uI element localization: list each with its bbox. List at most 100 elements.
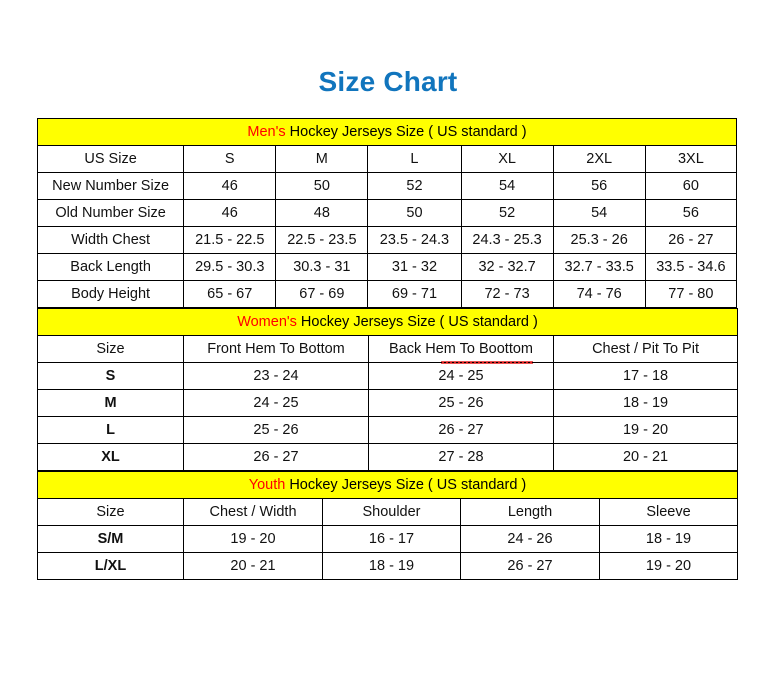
mens-row-4-val-3: 72 - 73 — [460, 280, 554, 308]
womens-row-1-val-2: 18 - 19 — [552, 389, 739, 417]
mens-size-table: Men's Hockey Jerseys Size ( US standard … — [36, 118, 738, 308]
mens-section-header: Men's Hockey Jerseys Size ( US standard … — [37, 118, 737, 146]
mens-band-row: Men's Hockey Jerseys Size ( US standard … — [37, 118, 737, 146]
youth-col-3: Length — [460, 498, 600, 526]
youth-section-header-rest: Hockey Jerseys Size ( US standard ) — [285, 477, 527, 493]
mens-row-1-label: Old Number Size — [36, 199, 185, 227]
misspelled-header-text: Back Hem To Boottom — [389, 336, 533, 364]
table-row: Body Height 65 - 67 67 - 69 69 - 71 72 -… — [36, 280, 738, 308]
mens-row-0-val-1: 50 — [275, 172, 369, 200]
womens-col-0: Size — [37, 335, 184, 363]
womens-row-3-label: XL — [37, 443, 184, 471]
womens-section-header-key: Women's — [237, 314, 297, 330]
mens-row-0-val-5: 60 — [644, 172, 738, 200]
mens-row-2-label: Width Chest — [36, 226, 185, 254]
womens-band-row: Women's Hockey Jerseys Size ( US standar… — [36, 308, 739, 336]
mens-row-1-val-0: 46 — [183, 199, 277, 227]
youth-row-0-val-0: 19 - 20 — [183, 525, 323, 553]
youth-col-2: Shoulder — [322, 498, 461, 526]
table-row: S/M 19 - 20 16 - 17 24 - 26 18 - 19 — [37, 525, 738, 553]
mens-row-0-val-0: 46 — [183, 172, 277, 200]
youth-col-0: Size — [37, 498, 184, 526]
page-title: Size Chart — [318, 66, 458, 97]
mens-row-0-val-3: 54 — [460, 172, 554, 200]
mens-row-1-val-5: 56 — [644, 199, 738, 227]
mens-column-header-row: US Size S M L XL 2XL 3XL — [36, 145, 738, 173]
mens-row-1-val-3: 52 — [460, 199, 554, 227]
table-row: L/XL 20 - 21 18 - 19 26 - 27 19 - 20 — [37, 552, 738, 580]
table-row: M 24 - 25 25 - 26 18 - 19 — [37, 389, 739, 417]
mens-row-3-val-0: 29.5 - 30.3 — [183, 253, 277, 281]
womens-col-2: Back Hem To Boottom — [368, 335, 554, 364]
womens-row-0-val-0: 23 - 24 — [183, 362, 369, 390]
mens-row-2-val-0: 21.5 - 22.5 — [183, 226, 277, 254]
youth-band-row: Youth Hockey Jerseys Size ( US standard … — [37, 471, 738, 499]
size-chart-tables: Men's Hockey Jerseys Size ( US standard … — [36, 118, 739, 580]
mens-col-2: M — [275, 145, 369, 173]
youth-column-header-row: Size Chest / Width Shoulder Length Sleev… — [37, 498, 738, 526]
womens-section-header-rest: Hockey Jerseys Size ( US standard ) — [296, 314, 538, 330]
womens-row-3-val-0: 26 - 27 — [183, 443, 369, 471]
mens-row-3-val-1: 30.3 - 31 — [275, 253, 369, 281]
mens-row-4-val-1: 67 - 69 — [275, 280, 369, 308]
womens-col-3: Chest / Pit To Pit — [552, 335, 739, 363]
mens-section-header-key: Men's — [247, 124, 286, 140]
womens-section-header: Women's Hockey Jerseys Size ( US standar… — [36, 308, 739, 336]
womens-col-1: Front Hem To Bottom — [183, 335, 369, 363]
youth-row-1-val-3: 19 - 20 — [599, 552, 738, 580]
mens-section-header-rest: Hockey Jerseys Size ( US standard ) — [285, 124, 527, 140]
table-row: New Number Size 46 50 52 54 56 60 — [36, 172, 738, 200]
mens-row-3-label: Back Length — [36, 253, 185, 281]
table-row: Old Number Size 46 48 50 52 54 56 — [36, 199, 738, 227]
mens-row-4-label: Body Height — [36, 280, 185, 308]
mens-row-2-val-1: 22.5 - 23.5 — [275, 226, 369, 254]
womens-row-3-val-1: 27 - 28 — [368, 443, 554, 471]
table-row: Width Chest 21.5 - 22.5 22.5 - 23.5 23.5… — [36, 226, 738, 254]
mens-row-0-val-4: 56 — [552, 172, 646, 200]
mens-row-4-val-2: 69 - 71 — [367, 280, 462, 308]
mens-row-1-val-4: 54 — [552, 199, 646, 227]
womens-row-2-val-2: 19 - 20 — [552, 416, 739, 444]
mens-col-4: XL — [460, 145, 554, 173]
youth-row-1-val-2: 26 - 27 — [460, 552, 600, 580]
youth-col-1: Chest / Width — [183, 498, 323, 526]
mens-row-3-val-2: 31 - 32 — [367, 253, 462, 281]
mens-row-3-val-4: 32.7 - 33.5 — [552, 253, 646, 281]
mens-row-1-val-1: 48 — [275, 199, 369, 227]
youth-row-1-label: L/XL — [37, 552, 184, 580]
mens-row-0-val-2: 52 — [367, 172, 462, 200]
youth-row-0-val-2: 24 - 26 — [460, 525, 600, 553]
womens-row-2-val-0: 25 - 26 — [183, 416, 369, 444]
mens-row-2-val-2: 23.5 - 24.3 — [367, 226, 462, 254]
womens-size-table: Women's Hockey Jerseys Size ( US standar… — [36, 308, 739, 471]
youth-section-header-key: Youth — [248, 477, 286, 493]
mens-row-1-val-2: 50 — [367, 199, 462, 227]
mens-row-2-val-3: 24.3 - 25.3 — [460, 226, 554, 254]
womens-row-2-label: L — [37, 416, 184, 444]
womens-row-2-val-1: 26 - 27 — [368, 416, 554, 444]
youth-row-0-val-3: 18 - 19 — [599, 525, 738, 553]
mens-row-2-val-5: 26 - 27 — [644, 226, 738, 254]
table-row: S 23 - 24 24 - 25 17 - 18 — [37, 362, 739, 390]
mens-col-6: 3XL — [644, 145, 738, 173]
youth-section-header: Youth Hockey Jerseys Size ( US standard … — [37, 471, 738, 499]
womens-row-0-val-1: 24 - 25 — [368, 362, 554, 390]
youth-col-4: Sleeve — [599, 498, 738, 526]
mens-row-4-val-0: 65 - 67 — [183, 280, 277, 308]
table-row: XL 26 - 27 27 - 28 20 - 21 — [37, 443, 739, 471]
mens-row-3-val-5: 33.5 - 34.6 — [644, 253, 738, 281]
mens-row-3-val-3: 32 - 32.7 — [460, 253, 554, 281]
womens-row-1-val-0: 24 - 25 — [183, 389, 369, 417]
womens-row-0-val-2: 17 - 18 — [552, 362, 739, 390]
womens-column-header-row: Size Front Hem To Bottom Back Hem To Boo… — [37, 335, 739, 364]
youth-size-table: Youth Hockey Jerseys Size ( US standard … — [37, 471, 738, 580]
table-row: Back Length 29.5 - 30.3 30.3 - 31 31 - 3… — [36, 253, 738, 281]
mens-row-4-val-5: 77 - 80 — [644, 280, 738, 308]
mens-row-4-val-4: 74 - 76 — [552, 280, 646, 308]
womens-row-0-label: S — [37, 362, 184, 390]
mens-col-0: US Size — [36, 145, 185, 173]
womens-row-1-label: M — [37, 389, 184, 417]
youth-row-1-val-1: 18 - 19 — [322, 552, 461, 580]
youth-row-0-val-1: 16 - 17 — [322, 525, 461, 553]
